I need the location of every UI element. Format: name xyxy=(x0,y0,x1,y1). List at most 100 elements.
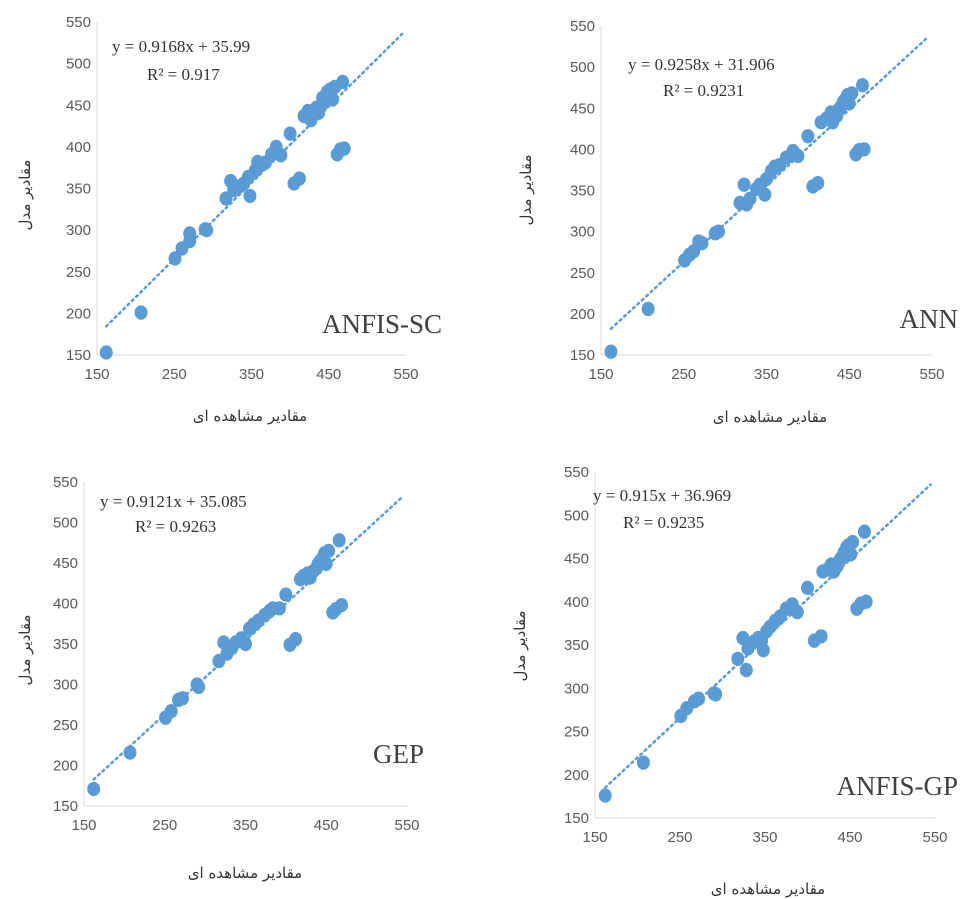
data-point xyxy=(337,141,351,156)
y-tick-label: 300 xyxy=(53,677,78,694)
panel-anfis-sc: 150 200 250 300 350 400 450 500 550 150 250 350 450 5… xyxy=(16,14,442,425)
data-point xyxy=(279,587,293,602)
model-name-label: GEP xyxy=(373,739,424,769)
y-tick-label: 550 xyxy=(66,14,91,31)
y-tick-label: 300 xyxy=(66,222,91,239)
r-squared-label: R² = 0.9231 xyxy=(663,81,744,100)
trendline-equation: y = 0.9168x + 35.99 xyxy=(112,37,250,56)
y-tick-label: 550 xyxy=(570,18,595,35)
y-tick-label: 350 xyxy=(53,636,78,653)
data-point xyxy=(791,148,805,164)
data-point xyxy=(731,651,745,666)
data-point xyxy=(604,344,618,359)
x-tick-label: 550 xyxy=(393,366,418,383)
y-tick-label: 200 xyxy=(570,306,595,323)
y-tick-label: 250 xyxy=(66,264,91,281)
y-axis-title: مقادیر مدل xyxy=(517,155,535,226)
data-point xyxy=(332,533,346,548)
data-point xyxy=(844,547,858,562)
y-axis-title: مقادیر مدل xyxy=(16,160,34,231)
data-point xyxy=(289,631,303,647)
x-axis-title: مقادیر مشاهده ای xyxy=(188,864,302,882)
x-axis-title: مقادیر مشاهده ای xyxy=(713,408,827,426)
y-tick-label: 250 xyxy=(564,724,589,741)
data-point xyxy=(239,636,252,652)
data-point xyxy=(123,745,137,760)
y-tick-label: 500 xyxy=(570,59,595,76)
y-tick-label: 550 xyxy=(53,474,78,491)
x-tick-label: 550 xyxy=(394,817,419,834)
y-tick-label: 450 xyxy=(570,100,595,117)
data-point xyxy=(292,171,306,186)
x-tick-label: 150 xyxy=(582,829,607,846)
data-point xyxy=(801,129,815,144)
data-point xyxy=(695,235,709,251)
data-point xyxy=(801,580,814,596)
y-tick-label: 400 xyxy=(564,594,589,611)
data-point xyxy=(134,305,148,320)
y-tick-label: 250 xyxy=(570,265,595,282)
trendline-equation: y = 0.915x + 36.969 xyxy=(593,486,731,505)
y-axis-title: مقادیر مدل xyxy=(16,615,34,686)
y-tick-label: 350 xyxy=(570,183,595,200)
x-tick-label: 250 xyxy=(671,366,696,383)
x-tick-label: 350 xyxy=(239,366,264,383)
y-tick-label: 150 xyxy=(564,810,589,827)
data-point xyxy=(811,175,825,191)
data-point xyxy=(712,224,726,239)
data-point xyxy=(243,188,257,204)
data-point xyxy=(192,679,206,695)
x-tick-label: 250 xyxy=(152,817,177,834)
y-tick-label: 500 xyxy=(66,56,91,73)
x-tick-label: 150 xyxy=(84,366,109,383)
y-tick-label: 450 xyxy=(564,551,589,568)
data-point xyxy=(319,556,333,571)
y-tick-label: 450 xyxy=(53,555,78,572)
data-point xyxy=(274,148,288,163)
data-point xyxy=(756,643,770,658)
y-tick-label: 400 xyxy=(570,141,595,158)
data-point xyxy=(857,142,871,157)
x-tick-label: 250 xyxy=(162,366,187,383)
data-point xyxy=(598,788,612,803)
x-axis-title: مقادیر مشاهده ای xyxy=(193,407,307,425)
model-name-label: ANN xyxy=(900,304,959,334)
data-point xyxy=(855,78,869,93)
x-tick-label: 350 xyxy=(754,366,779,383)
data-point xyxy=(283,126,297,141)
model-name-label: ANFIS-GP xyxy=(836,771,958,801)
data-point xyxy=(737,177,751,192)
r-squared-label: R² = 0.9263 xyxy=(135,517,216,536)
trendline-equation: y = 0.9121x + 35.085 xyxy=(100,492,247,511)
panel-anfis-gp: 150 200 250 300 350 400 450 500 550 150 250 350 450 5… xyxy=(511,464,958,898)
data-point xyxy=(790,604,804,620)
y-tick-label: 500 xyxy=(564,507,589,524)
data-point xyxy=(859,594,873,609)
data-point xyxy=(168,251,182,266)
data-point xyxy=(164,704,178,719)
panel-gep: 150 200 250 300 350 400 450 500 550 150 250 350 450 5… xyxy=(16,474,424,882)
data-point xyxy=(200,222,214,238)
x-tick-label: 150 xyxy=(588,366,613,383)
x-tick-label: 250 xyxy=(667,829,692,846)
y-tick-label: 400 xyxy=(66,139,91,156)
data-point xyxy=(846,534,860,550)
x-tick-label: 350 xyxy=(752,829,777,846)
data-point xyxy=(336,74,350,90)
data-point xyxy=(322,543,336,558)
y-tick-label: 500 xyxy=(53,515,78,532)
data-point xyxy=(709,687,723,702)
trendline-equation: y = 0.9258x + 31.906 xyxy=(628,55,775,74)
data-point xyxy=(692,691,706,706)
x-tick-label: 550 xyxy=(922,829,947,846)
data-point xyxy=(272,601,286,616)
x-tick-label: 450 xyxy=(314,817,339,834)
y-tick-label: 350 xyxy=(564,637,589,654)
y-tick-label: 150 xyxy=(570,347,595,364)
y-tick-label: 200 xyxy=(564,767,589,784)
y-tick-label: 150 xyxy=(66,347,91,364)
r-squared-label: R² = 0.917 xyxy=(147,65,220,84)
x-tick-label: 450 xyxy=(316,366,341,383)
data-point xyxy=(326,92,340,107)
